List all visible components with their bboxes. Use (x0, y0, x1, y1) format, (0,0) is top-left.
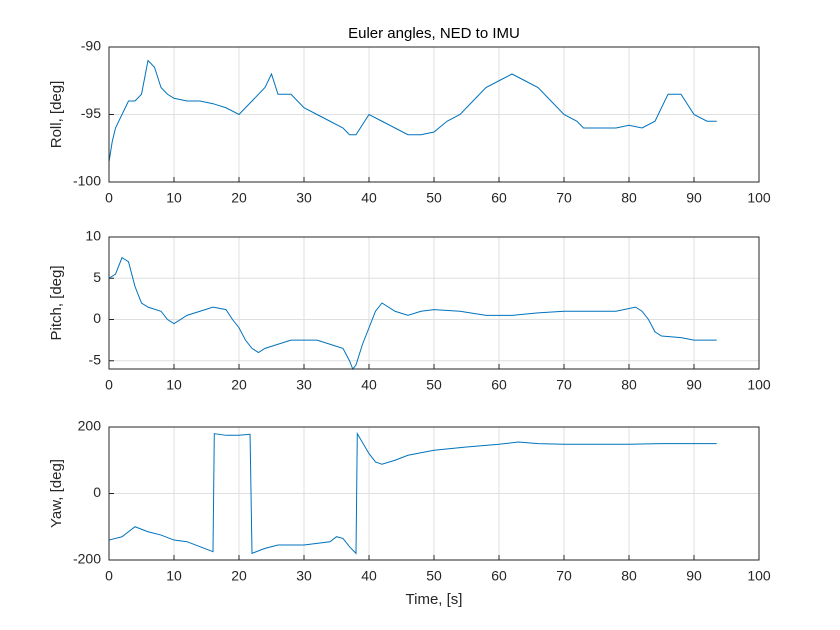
x-tick-label: 50 (426, 377, 442, 393)
x-tick-label: 80 (621, 190, 637, 206)
x-tick-label: 20 (231, 377, 247, 393)
x-tick-label: 30 (296, 568, 312, 584)
y-axis-label: Pitch, [deg] (48, 265, 65, 340)
x-tick-label: 30 (296, 190, 312, 206)
x-tick-label: 10 (166, 568, 182, 584)
x-tick-label: 0 (105, 568, 113, 584)
x-tick-label: 100 (747, 190, 771, 206)
x-tick-label: 60 (491, 190, 507, 206)
axes-box (108, 46, 760, 183)
x-tick-label: 40 (361, 190, 377, 206)
x-tick-label: 90 (686, 568, 702, 584)
axes-box (108, 426, 760, 561)
x-tick-label: 90 (686, 190, 702, 206)
x-tick-label: 0 (105, 190, 113, 206)
x-tick-label: 100 (747, 568, 771, 584)
y-axis-label: Roll, [deg] (48, 81, 65, 149)
x-tick-label: 20 (231, 568, 247, 584)
x-tick-label: 50 (426, 190, 442, 206)
y-tick-label: 0 (93, 310, 101, 326)
data-line (108, 59, 717, 162)
x-tick-label: 40 (361, 377, 377, 393)
data-line (108, 431, 717, 555)
x-tick-label: 20 (231, 190, 247, 206)
data-line (108, 256, 717, 370)
x-tick-label: 40 (361, 568, 377, 584)
axes-box (108, 236, 760, 370)
x-tick-label: 50 (426, 568, 442, 584)
y-tick-label: 10 (85, 228, 101, 244)
y-tick-label: -95 (81, 105, 101, 121)
x-tick-label: 30 (296, 377, 312, 393)
x-tick-label: 60 (491, 377, 507, 393)
y-tick-label: 200 (78, 418, 102, 434)
x-tick-label: 70 (556, 377, 572, 393)
x-tick-label: 90 (686, 377, 702, 393)
x-tick-label: 10 (166, 377, 182, 393)
x-tick-label: 70 (556, 190, 572, 206)
y-tick-label: -200 (73, 551, 101, 567)
y-tick-label: 0 (93, 484, 101, 500)
x-tick-label: 0 (105, 377, 113, 393)
x-axis-label: Time, [s] (406, 591, 463, 608)
x-tick-label: 10 (166, 190, 182, 206)
x-tick-label: 60 (491, 568, 507, 584)
y-tick-label: -100 (73, 173, 101, 189)
x-tick-label: 80 (621, 568, 637, 584)
y-tick-label: -5 (89, 351, 102, 367)
y-axis-label: Yaw, [deg] (48, 459, 65, 528)
y-tick-label: -90 (81, 38, 101, 54)
x-tick-label: 100 (747, 377, 771, 393)
x-tick-label: 70 (556, 568, 572, 584)
chart-title: Euler angles, NED to IMU (348, 25, 520, 42)
x-tick-label: 80 (621, 377, 637, 393)
y-tick-label: 5 (93, 269, 101, 285)
